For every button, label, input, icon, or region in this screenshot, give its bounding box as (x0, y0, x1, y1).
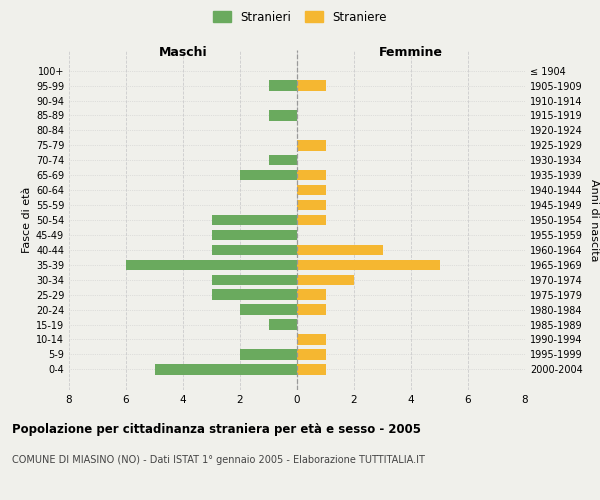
Legend: Stranieri, Straniere: Stranieri, Straniere (208, 6, 392, 28)
Bar (126, 260, 297, 270)
Bar (297, 140, 325, 150)
Bar (240, 170, 297, 180)
Bar (297, 170, 325, 180)
Bar (212, 244, 297, 255)
Bar (297, 274, 354, 285)
Bar (269, 80, 297, 91)
Bar (240, 349, 297, 360)
Bar (269, 155, 297, 166)
Bar (269, 320, 297, 330)
Bar (212, 290, 297, 300)
Bar (297, 260, 439, 270)
Bar (155, 364, 297, 374)
Bar (269, 110, 297, 120)
Bar (297, 215, 325, 225)
Text: Popolazione per cittadinanza straniera per età e sesso - 2005: Popolazione per cittadinanza straniera p… (12, 422, 421, 436)
Bar (297, 80, 325, 91)
Bar (297, 244, 383, 255)
Text: Maschi: Maschi (158, 46, 208, 59)
Bar (297, 334, 325, 344)
Bar (212, 215, 297, 225)
Bar (297, 290, 325, 300)
Bar (212, 230, 297, 240)
Bar (297, 349, 325, 360)
Bar (297, 364, 325, 374)
Bar (240, 304, 297, 315)
Bar (297, 200, 325, 210)
Text: COMUNE DI MIASINO (NO) - Dati ISTAT 1° gennaio 2005 - Elaborazione TUTTITALIA.IT: COMUNE DI MIASINO (NO) - Dati ISTAT 1° g… (12, 455, 425, 465)
Bar (212, 274, 297, 285)
Bar (297, 185, 325, 196)
Y-axis label: Fasce di età: Fasce di età (22, 187, 32, 253)
Text: Femmine: Femmine (379, 46, 443, 59)
Y-axis label: Anni di nascita: Anni di nascita (589, 179, 599, 261)
Bar (297, 304, 325, 315)
